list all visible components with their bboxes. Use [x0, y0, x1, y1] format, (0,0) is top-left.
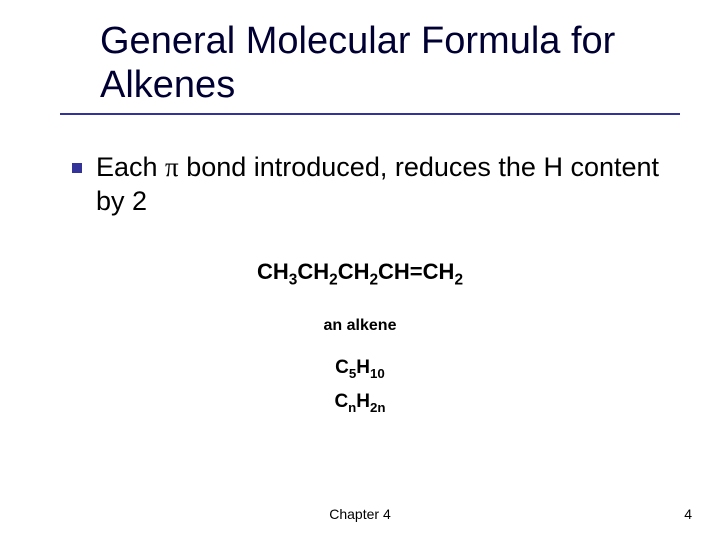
formula-label: an alkene [0, 317, 720, 335]
formula-section: CH3CH2CH2CH=CH2 an alkene C5H10 CnH2n [0, 259, 720, 415]
general-formula: CnH2n [0, 391, 720, 415]
bullet-text-before: Each [96, 152, 165, 182]
footer-page-number: 4 [684, 506, 692, 522]
slide-title: General Molecular Formula for Alkenes [100, 20, 700, 107]
slide-title-block: General Molecular Formula for Alkenes [0, 0, 700, 115]
bullet-text-after: bond introduced, reduces the H content b… [96, 152, 659, 216]
bullet-row: Each π bond introduced, reduces the H co… [0, 115, 720, 219]
structural-formula: CH3CH2CH2CH=CH2 [0, 259, 720, 289]
bullet-marker [72, 163, 82, 173]
pi-symbol: π [165, 152, 179, 182]
bullet-text: Each π bond introduced, reduces the H co… [96, 151, 660, 219]
molecular-formula: C5H10 [0, 357, 720, 381]
footer-chapter: Chapter 4 [0, 506, 720, 522]
